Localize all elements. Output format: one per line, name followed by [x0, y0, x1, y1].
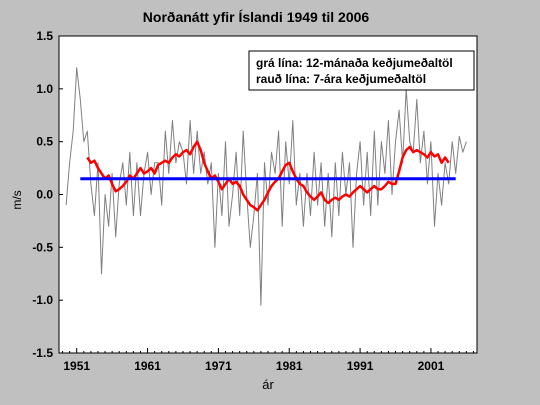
series-layer [65, 67, 467, 306]
x-axis-label: ár [262, 377, 274, 392]
series-12-month-mean-line [65, 67, 467, 306]
y-tick-label: -0.5 [32, 240, 53, 254]
chart-title: Norðanátt yfir Íslandi 1949 til 2006 [143, 9, 370, 25]
y-tick-label: -1.5 [32, 346, 53, 360]
x-tick-label: 2001 [418, 359, 445, 373]
y-tick-label: 0.5 [36, 135, 53, 149]
y-axis: 1.5 1.0 0.5 0.0 -0.5 -1.0 -1.5 [32, 29, 63, 360]
y-tick-label: 1.5 [36, 29, 53, 43]
y-tick-label: 1.0 [36, 82, 53, 96]
series-7-year-mean-line [86, 140, 450, 212]
x-tick-label: 1991 [347, 359, 374, 373]
y-tick-label: -1.0 [32, 293, 53, 307]
legend-entry-red: rauð lína: 7-ára keðjumeðaltöl [256, 72, 426, 86]
y-axis-label: m/s [10, 190, 24, 209]
y-tick-label: 0.0 [36, 188, 53, 202]
x-tick-label: 1971 [205, 359, 232, 373]
x-tick-label: 1951 [63, 359, 90, 373]
legend-entry-gray: grá lína: 12-mánaða keðjumeðaltöl [256, 56, 453, 70]
x-tick-label: 1981 [276, 359, 303, 373]
legend-box [248, 50, 475, 91]
legend: grá lína: 12-mánaða keðjumeðaltöl rauð l… [248, 50, 475, 91]
x-axis: 1951 1961 1971 1981 1991 2001 [62, 348, 474, 373]
x-tick-label: 1961 [134, 359, 161, 373]
